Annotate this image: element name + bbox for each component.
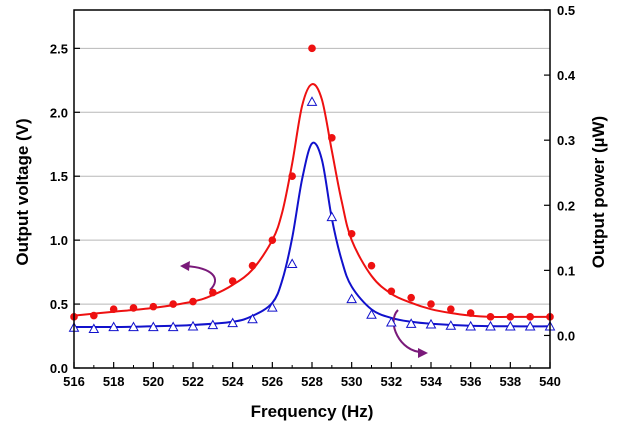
voltage-point <box>466 309 475 317</box>
y2-tick-label: 0.5 <box>557 3 575 18</box>
y-axis-right-title: Output power (µW) <box>589 116 608 268</box>
power-point <box>524 320 536 331</box>
power-point <box>147 321 159 332</box>
y2-tick-label: 0.1 <box>557 263 575 278</box>
y-axis-left: 0.0 0.5 1.0 1.5 2.0 2.5 <box>50 41 80 376</box>
power-point <box>445 320 457 330</box>
left-axis-pointer-arrowhead <box>180 261 190 271</box>
voltage-point <box>328 134 336 142</box>
voltage-point <box>268 236 277 244</box>
x-tick-label: 524 <box>222 374 244 389</box>
y-tick-label: 2.5 <box>50 41 68 56</box>
left-axis-pointer-arrow <box>185 265 216 291</box>
x-tick-label: 538 <box>499 374 521 389</box>
fit-curves <box>73 83 551 329</box>
y2-tick-label: 0.4 <box>557 68 576 83</box>
plot-frame <box>73 9 551 369</box>
power-point <box>286 258 298 268</box>
power-point <box>306 96 318 106</box>
voltage-point <box>228 277 237 285</box>
voltage-point <box>169 300 177 308</box>
voltage-point <box>367 261 376 270</box>
x-tick-label: 530 <box>341 374 363 389</box>
voltage-point <box>149 302 158 311</box>
voltage-point <box>109 305 118 313</box>
power-point <box>504 320 516 331</box>
data-markers <box>68 44 556 334</box>
x-tick-label: 518 <box>103 374 125 389</box>
y-tick-label: 1.5 <box>50 169 68 184</box>
y2-tick-label: 0.0 <box>557 328 575 343</box>
power-point <box>326 211 338 222</box>
x-tick-label: 520 <box>142 374 164 389</box>
x-tick-label: 536 <box>460 374 482 389</box>
power-point <box>128 321 139 332</box>
x-tick-label: 526 <box>261 374 283 389</box>
power-point <box>366 309 377 319</box>
power-point <box>405 318 417 328</box>
x-tick-label: 534 <box>420 374 442 389</box>
y-tick-label: 0.5 <box>50 297 68 312</box>
voltage-point <box>129 304 138 312</box>
power-point <box>385 316 397 327</box>
y2-tick-label: 0.3 <box>557 133 575 148</box>
x-axis: 516 518 520 522 524 526 528 530 532 534 536 538 540 <box>63 362 561 389</box>
gridlines <box>74 47 550 305</box>
y2-tick-label: 0.2 <box>557 198 575 213</box>
x-tick-label: 522 <box>182 374 204 389</box>
x-tick-label: 532 <box>380 374 402 389</box>
power-point <box>266 301 278 312</box>
voltage-point <box>407 293 415 302</box>
power-point <box>88 323 100 334</box>
power-point <box>485 320 496 331</box>
voltage-point <box>288 172 296 181</box>
power-point <box>425 318 437 329</box>
power-point <box>227 317 239 328</box>
x-tick-label: 540 <box>539 374 561 389</box>
power-point <box>108 321 120 332</box>
voltage-point <box>347 229 356 238</box>
y-tick-label: 1.0 <box>50 233 68 248</box>
right-axis-pointer-arrowhead <box>418 348 428 358</box>
voltage-point <box>209 288 217 297</box>
x-tick-label: 528 <box>301 374 323 389</box>
voltage-point <box>248 261 257 270</box>
power-point <box>346 293 358 304</box>
voltage-point <box>387 287 396 296</box>
voltage-point <box>427 300 435 308</box>
power-point <box>207 319 219 330</box>
voltage-point <box>189 297 197 306</box>
axis-pointer-arrows <box>180 261 428 358</box>
y-tick-label: 2.0 <box>50 105 68 120</box>
power-fit-line <box>73 141 551 329</box>
voltage-point <box>526 313 534 321</box>
power-point <box>465 320 477 331</box>
voltage-fit-line <box>73 83 550 318</box>
y-axis-left-title: Output voltage (V) <box>13 118 32 265</box>
voltage-point <box>486 313 495 321</box>
power-point <box>167 321 179 332</box>
voltage-point <box>90 311 98 320</box>
power-point <box>187 320 199 331</box>
voltage-point <box>308 44 316 53</box>
right-axis-pointer-arrow <box>392 309 423 353</box>
y-axis-right: 0.0 0.1 0.2 0.3 0.4 0.5 <box>544 3 576 343</box>
power-point <box>247 313 258 324</box>
y-tick-label: 0.0 <box>50 361 68 376</box>
voltage-point <box>447 305 455 313</box>
voltage-point <box>506 313 515 321</box>
x-tick-label: 516 <box>63 374 85 389</box>
x-axis-title: Frequency (Hz) <box>251 402 374 421</box>
